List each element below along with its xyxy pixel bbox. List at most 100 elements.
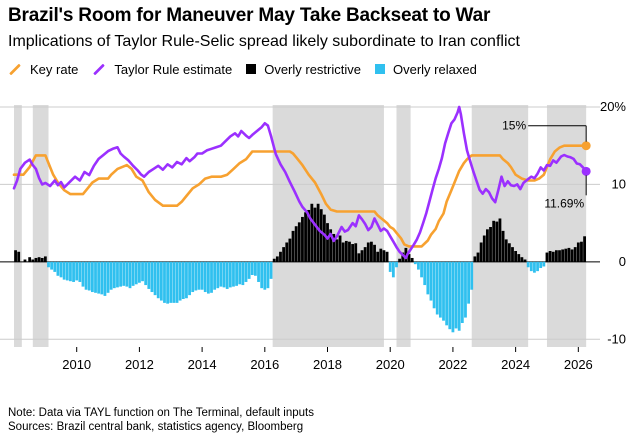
restrictive-bar (580, 241, 583, 262)
restrictive-bar (304, 212, 307, 262)
restrictive-bar (554, 250, 558, 262)
restrictive-bar (561, 249, 565, 262)
footer-sources: Sources: Brazil central bank, statistics… (8, 421, 304, 433)
restrictive-bar (379, 248, 383, 262)
relaxed-bar (141, 261, 144, 282)
restrictive-bar (564, 248, 568, 262)
restrictive-bar (407, 254, 411, 262)
relaxed-bar (169, 261, 173, 303)
x-tick-label: 2026 (564, 357, 593, 372)
taylor-swatch (93, 62, 106, 76)
restrictive-bar (288, 238, 292, 262)
restrictive-bar (319, 209, 323, 262)
relaxed-bar (59, 261, 63, 278)
relaxed-bar (138, 261, 141, 283)
relaxed-bar (269, 261, 273, 279)
relaxed-bar (72, 261, 75, 282)
relaxed-bar (457, 261, 461, 331)
x-tick-label: 2020 (376, 357, 405, 372)
relaxed-bar (112, 261, 116, 289)
x-tick-label: 2012 (125, 357, 154, 372)
chart-plot: 15% 11.69% 20%100-10 2010 2012 2014 2016 201… (0, 99, 626, 372)
restrictive-bar (341, 242, 345, 262)
restrictive-bar (34, 257, 38, 262)
restrictive-bar (492, 220, 496, 262)
restrictive-bar (282, 247, 286, 262)
relaxed-bar (266, 261, 270, 289)
relaxed-bar (213, 261, 217, 290)
relaxed-bar (388, 261, 392, 272)
relaxed-bar (432, 261, 436, 309)
restrictive-bar (357, 253, 361, 262)
relaxed-bar (81, 261, 85, 287)
restrictive-bar (489, 227, 492, 262)
relaxed-bar (69, 261, 72, 282)
relaxed-bar (156, 261, 160, 299)
y-tick-label: 10 (612, 176, 626, 191)
y-axis-ticks: 20% 10 0 -10 (600, 99, 626, 346)
x-axis-ticks: 2010 2012 2014 2016 2018 2020 2022 2024 2026 (62, 347, 593, 372)
restrictive-bar (316, 203, 320, 262)
restrictive-bar (285, 242, 289, 262)
relaxed-bar (247, 261, 251, 279)
relaxed-bar (65, 261, 69, 281)
x-tick-label: 2018 (313, 357, 342, 372)
footer: Note: Data via TAYL function on The Term… (8, 406, 314, 434)
series-lines (12, 105, 591, 260)
y-tick-label: 20% (600, 99, 626, 114)
key-rate-end-dot (581, 141, 591, 151)
key-rate-swatch (8, 62, 22, 76)
restrictive-bar (398, 258, 402, 262)
relaxed-bar (125, 261, 129, 287)
restrictive-bar (322, 214, 326, 262)
chart-subtitle: Implications of Taylor Rule-Selic spread… (8, 33, 520, 50)
relaxed-bar (391, 261, 395, 278)
relaxed-bar (542, 261, 546, 267)
restrictive-bar (297, 222, 301, 262)
relaxed-bar (263, 261, 267, 290)
taylor-line (12, 105, 588, 260)
relaxed-bar (128, 261, 132, 289)
relaxed-bar (435, 261, 439, 315)
relaxed-bar (106, 261, 110, 293)
taylor-end-dot (581, 166, 591, 176)
relaxed-bar (438, 261, 442, 318)
annotations: 15% 11.69% (502, 119, 587, 210)
restrictive-bar (548, 251, 552, 262)
restrictive-bar (335, 239, 339, 262)
relaxed-bar (254, 261, 257, 276)
shaded-period (546, 105, 587, 347)
relaxed-bar (84, 261, 88, 290)
restrictive-bar (558, 250, 561, 262)
restrictive-bar (382, 250, 386, 262)
restrictive-bar (511, 247, 514, 262)
restrictive-bar (486, 229, 489, 262)
relaxed-bar (241, 261, 245, 286)
restrictive-bar (507, 243, 511, 262)
x-tick-label: 2010 (62, 357, 91, 372)
restrictive-bar (351, 244, 354, 262)
relaxed-bar (147, 261, 151, 289)
restrictive-bar (310, 203, 314, 262)
x-tick-label: 2016 (250, 357, 279, 372)
relaxed-bar (87, 261, 91, 291)
restrictive-bar (520, 257, 524, 262)
relaxed-bar (94, 261, 97, 293)
relaxed-bar (244, 261, 248, 282)
relaxed-bar (56, 261, 60, 276)
restrictive-bar (307, 209, 311, 262)
x-tick-label: 2024 (501, 357, 530, 372)
relaxed-bar (150, 261, 154, 293)
relaxed-bar (529, 261, 533, 272)
restrictive-bar (504, 239, 508, 262)
relaxed-bar (238, 261, 242, 285)
relaxed-bar (119, 261, 122, 287)
restrictive-bar (363, 247, 367, 262)
restrictive-bar (14, 250, 17, 262)
relaxed-bar (181, 261, 185, 299)
relaxed-bar (47, 261, 50, 268)
relaxed-bar (178, 261, 182, 301)
legend-item-relaxed: Overly relaxed (375, 62, 477, 77)
relaxed-bar (116, 261, 119, 288)
relaxed-bar (539, 261, 543, 269)
